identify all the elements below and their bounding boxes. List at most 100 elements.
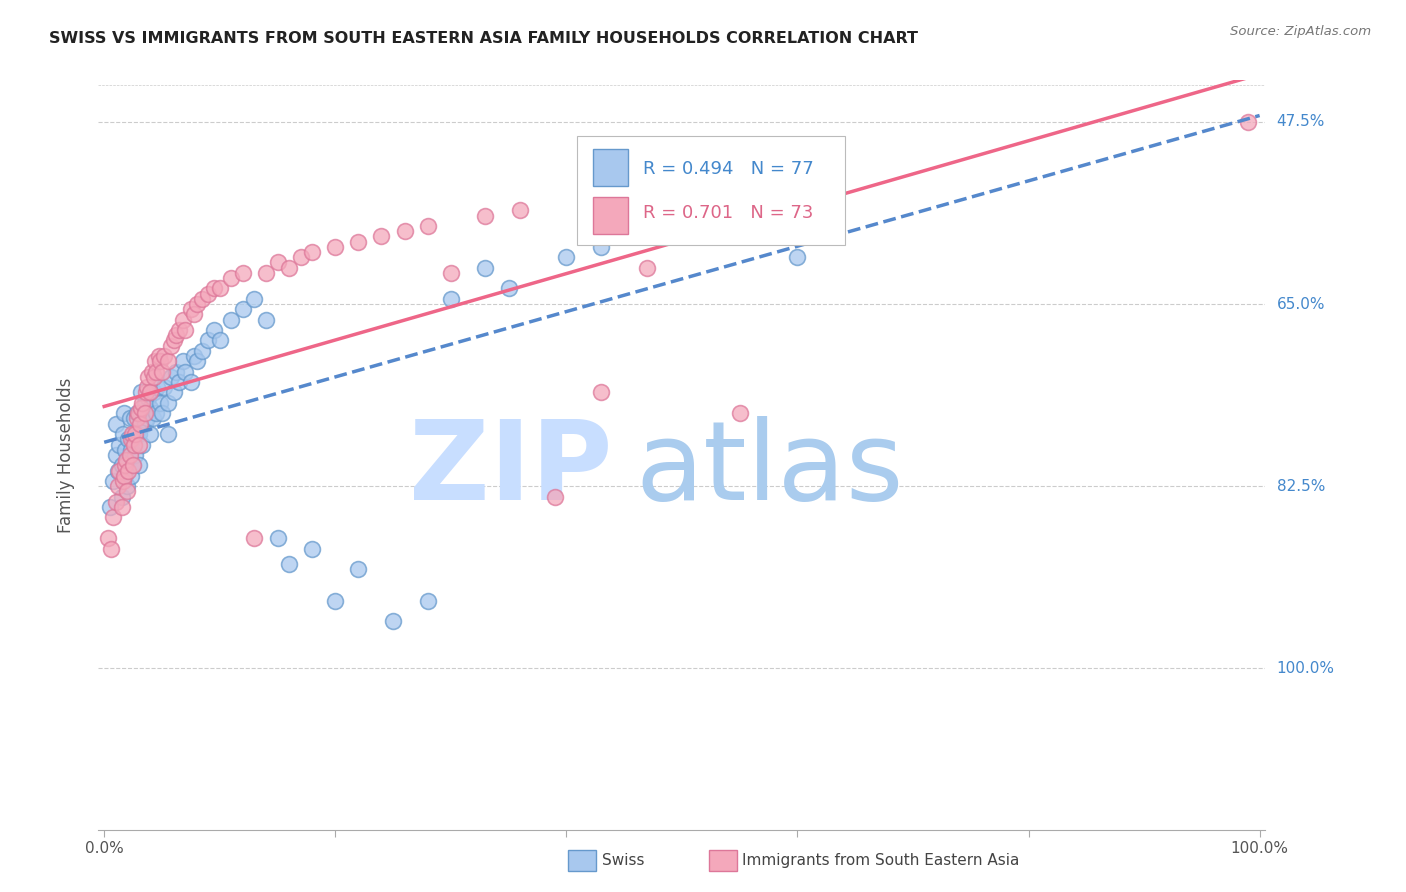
Point	[243, 292, 266, 306]
Point	[165, 365, 187, 379]
Point	[301, 244, 323, 259]
Point	[208, 334, 231, 348]
Point	[150, 365, 173, 379]
Point	[156, 354, 179, 368]
Point	[129, 401, 152, 416]
Point	[128, 427, 150, 442]
Point	[118, 448, 141, 462]
Point	[103, 474, 125, 488]
Point	[104, 417, 127, 431]
Point	[120, 468, 142, 483]
Point	[172, 312, 194, 326]
Point	[589, 240, 612, 254]
Point	[104, 448, 127, 462]
Point	[555, 250, 578, 264]
Point	[134, 406, 156, 420]
Point	[134, 417, 156, 431]
Point	[323, 240, 346, 254]
Point	[122, 437, 145, 451]
Point	[146, 380, 169, 394]
Point	[136, 391, 159, 405]
Point	[136, 411, 159, 425]
Point	[136, 370, 159, 384]
Point	[221, 312, 243, 326]
Point	[136, 380, 159, 394]
Text: 65.0%: 65.0%	[1277, 296, 1324, 311]
Point	[254, 266, 277, 280]
Text: SWISS VS IMMIGRANTS FROM SOUTH EASTERN ASIA FAMILY HOUSEHOLDS CORRELATION CHART: SWISS VS IMMIGRANTS FROM SOUTH EASTERN A…	[49, 31, 918, 46]
Point	[290, 250, 312, 264]
Point	[636, 260, 658, 275]
Point	[682, 198, 704, 212]
Text: 100.0%: 100.0%	[1277, 661, 1334, 676]
Point	[162, 334, 184, 348]
Point	[1237, 115, 1260, 129]
Point	[370, 229, 392, 244]
Point	[266, 255, 288, 269]
Point	[221, 271, 243, 285]
Text: Immigrants from South Eastern Asia: Immigrants from South Eastern Asia	[742, 854, 1019, 868]
Point	[172, 354, 194, 368]
FancyBboxPatch shape	[593, 196, 628, 234]
Point	[232, 302, 254, 317]
Point	[131, 396, 153, 410]
Point	[589, 385, 612, 400]
Point	[128, 437, 150, 451]
Point	[301, 541, 323, 556]
Point	[107, 464, 129, 478]
Point	[243, 531, 266, 545]
Point	[786, 250, 808, 264]
Point	[108, 437, 131, 451]
Point	[150, 406, 173, 420]
Point	[129, 406, 152, 420]
Point	[156, 396, 179, 410]
Point	[120, 433, 142, 447]
Text: Source: ZipAtlas.com: Source: ZipAtlas.com	[1230, 25, 1371, 38]
Text: R = 0.494   N = 77: R = 0.494 N = 77	[644, 160, 814, 178]
Point	[117, 479, 139, 493]
Point	[160, 370, 183, 384]
Point	[145, 406, 167, 420]
Point	[197, 334, 219, 348]
Point	[143, 354, 166, 368]
Point	[169, 375, 191, 389]
Point	[97, 531, 120, 545]
Point	[111, 474, 134, 488]
Point	[149, 354, 172, 368]
Point	[197, 286, 219, 301]
Point	[156, 427, 179, 442]
Point	[440, 292, 463, 306]
Point	[191, 343, 214, 358]
Point	[474, 260, 496, 275]
Point	[174, 323, 197, 337]
Point	[122, 458, 145, 473]
Point	[153, 349, 176, 363]
Text: 82.5%: 82.5%	[1277, 479, 1324, 493]
Point	[347, 235, 370, 249]
Point	[149, 396, 172, 410]
FancyBboxPatch shape	[593, 149, 628, 186]
Point	[160, 339, 183, 353]
Point	[169, 323, 191, 337]
Text: ZIP: ZIP	[409, 417, 612, 524]
Point	[382, 615, 405, 629]
Point	[191, 292, 214, 306]
Point	[474, 209, 496, 223]
Point	[114, 458, 136, 473]
Point	[728, 406, 751, 420]
Point	[183, 349, 205, 363]
Point	[103, 510, 125, 524]
Point	[416, 593, 439, 607]
Point	[117, 484, 139, 499]
Point	[129, 385, 152, 400]
Point	[278, 557, 301, 572]
Point	[122, 433, 145, 447]
Point	[278, 260, 301, 275]
Point	[142, 385, 165, 400]
Point	[183, 307, 205, 322]
Text: atlas: atlas	[636, 417, 904, 524]
Point	[98, 500, 121, 514]
Point	[122, 411, 145, 425]
Point	[347, 562, 370, 576]
Point	[125, 427, 148, 442]
